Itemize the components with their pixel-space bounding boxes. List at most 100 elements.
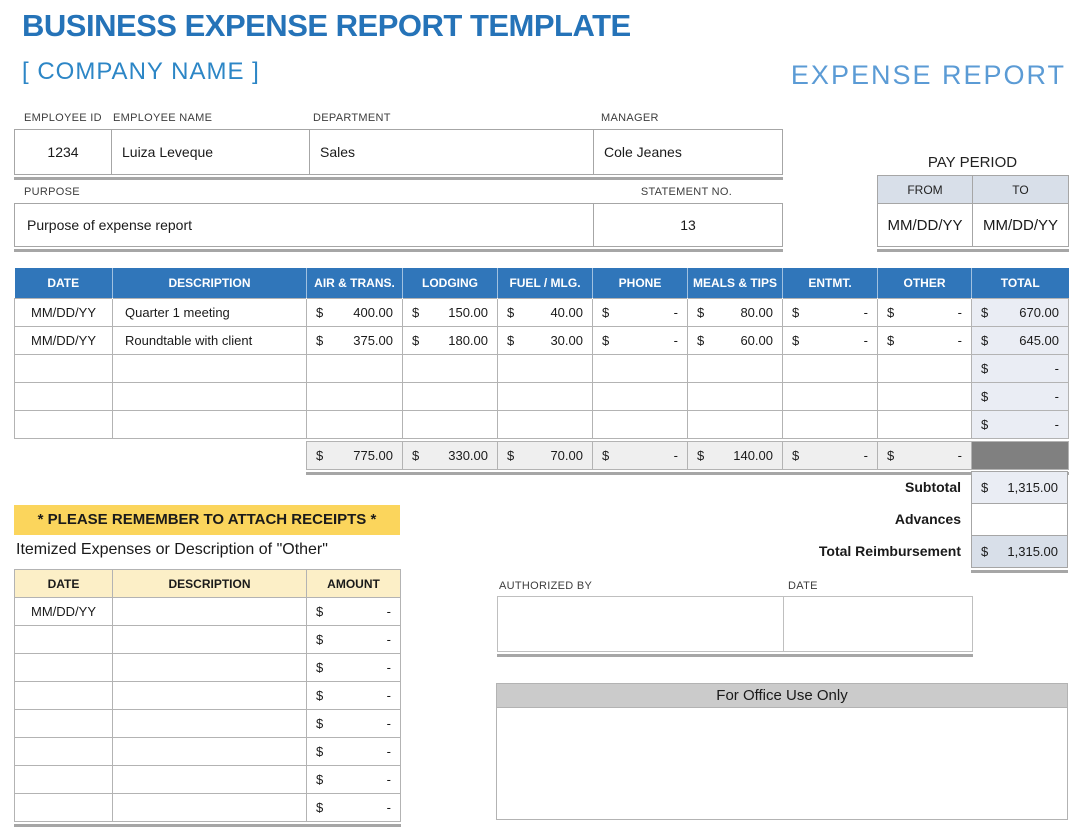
row-total-cell[interactable]: $ - [971,409,1069,439]
meals-cell[interactable] [687,381,783,411]
pay-period-to-field[interactable]: MM/DD/YY [972,203,1069,247]
employee-name-field[interactable]: Luiza Leveque [111,130,309,174]
total-air-trans-cell[interactable]: $775.00 [306,441,403,470]
company-name[interactable]: [ COMPANY NAME ] [22,58,260,85]
phone-cell[interactable] [592,409,688,439]
itemized-amount-cell[interactable]: $ - [306,653,401,682]
other-cell[interactable] [877,353,972,383]
currency-symbol: $ [887,304,895,320]
itemized-date-cell[interactable] [14,709,113,738]
other-cell[interactable] [877,409,972,439]
other-cell[interactable] [877,381,972,411]
row-total-cell[interactable]: $645.00 [971,325,1069,355]
subtotal-cell[interactable]: $1,315.00 [971,471,1068,504]
total-other-cell[interactable]: $ - [877,441,972,470]
itemized-description-cell[interactable] [112,737,307,766]
itemized-amount-cell[interactable]: $ - [306,765,401,794]
itemized-description-cell[interactable] [112,625,307,654]
row-total-cell[interactable]: $ - [971,353,1069,383]
total-lodging-cell[interactable]: $330.00 [402,441,498,470]
itemized-amount-cell[interactable]: $ - [306,681,401,710]
employee-id-field[interactable]: 1234 [47,144,79,160]
row-total-cell[interactable]: $670.00 [971,297,1069,327]
meals-cell[interactable]: $80.00 [687,297,783,327]
description-cell[interactable]: Quarter 1 meeting [112,297,307,327]
phone-cell[interactable] [592,381,688,411]
fuel-cell[interactable]: $40.00 [497,297,593,327]
date-cell[interactable]: MM/DD/YY [14,325,113,355]
itemized-date-cell[interactable] [14,681,113,710]
lodging-cell[interactable] [402,409,498,439]
phone-cell[interactable]: $ - [592,325,688,355]
description-cell[interactable] [112,353,307,383]
air-trans-cell[interactable] [306,381,403,411]
itemized-description-cell[interactable] [112,765,307,794]
itemized-description-cell[interactable] [112,681,307,710]
phone-cell[interactable] [592,353,688,383]
entmt-cell[interactable] [782,353,878,383]
date-cell[interactable] [14,353,113,383]
fuel-cell[interactable] [497,409,593,439]
itemized-amount-cell[interactable]: $ - [306,625,401,654]
meals-cell[interactable]: $60.00 [687,325,783,355]
air-trans-cell[interactable] [306,353,403,383]
lodging-cell[interactable]: $180.00 [402,325,498,355]
office-use-field[interactable] [496,708,1068,820]
lodging-cell[interactable] [402,381,498,411]
authorized-by-field[interactable] [498,597,783,651]
itemized-description-cell[interactable] [112,597,307,626]
itemized-date-cell[interactable] [14,653,113,682]
entmt-cell[interactable]: $ - [782,297,878,327]
authorization-date-field[interactable] [783,597,972,651]
fuel-cell[interactable]: $30.00 [497,325,593,355]
itemized-description-cell[interactable] [112,653,307,682]
itemized-date-cell[interactable] [14,625,113,654]
itemized-date-cell[interactable] [14,737,113,766]
department-field[interactable]: Sales [309,130,593,174]
air-trans-cell[interactable] [306,409,403,439]
date-cell[interactable] [14,409,113,439]
itemized-amount-cell[interactable]: $ - [306,709,401,738]
manager-field[interactable]: Cole Jeanes [593,130,782,174]
entmt-cell[interactable] [782,381,878,411]
lodging-cell[interactable]: $150.00 [402,297,498,327]
other-cell[interactable]: $ - [877,297,972,327]
amount-value: - [957,448,962,463]
advances-cell[interactable] [971,503,1068,536]
pay-period-from-field[interactable]: MM/DD/YY [877,203,973,247]
total-entmt-cell[interactable]: $ - [782,441,878,470]
purpose-field[interactable]: Purpose of expense report [27,217,192,233]
itemized-amount-cell[interactable]: $ - [306,737,401,766]
itemized-description-cell[interactable] [112,709,307,738]
amount-value: 40.00 [550,304,583,320]
total-reimbursement-cell[interactable]: $1,315.00 [971,535,1068,568]
statement-no-field[interactable]: 13 [593,204,782,246]
meals-cell[interactable] [687,409,783,439]
description-cell[interactable] [112,409,307,439]
description-cell[interactable] [112,381,307,411]
phone-cell[interactable]: $ - [592,297,688,327]
other-cell[interactable]: $ - [877,325,972,355]
fuel-cell[interactable] [497,353,593,383]
itemized-amount-cell[interactable]: $ - [306,793,401,822]
lodging-cell[interactable] [402,353,498,383]
itemized-date-cell[interactable] [14,793,113,822]
itemized-amount-cell[interactable]: $ - [306,597,401,626]
amount-value: 1,315.00 [1007,544,1058,559]
itemized-description-cell[interactable] [112,793,307,822]
air-trans-cell[interactable]: $400.00 [306,297,403,327]
itemized-date-cell[interactable] [14,765,113,794]
air-trans-cell[interactable]: $375.00 [306,325,403,355]
date-cell[interactable] [14,381,113,411]
total-meals-cell[interactable]: $140.00 [687,441,783,470]
meals-cell[interactable] [687,353,783,383]
row-total-cell[interactable]: $ - [971,381,1069,411]
description-cell[interactable]: Roundtable with client [112,325,307,355]
entmt-cell[interactable]: $ - [782,325,878,355]
date-cell[interactable]: MM/DD/YY [14,297,113,327]
entmt-cell[interactable] [782,409,878,439]
total-fuel-cell[interactable]: $70.00 [497,441,593,470]
total-phone-cell[interactable]: $ - [592,441,688,470]
itemized-date-cell[interactable]: MM/DD/YY [14,597,113,626]
fuel-cell[interactable] [497,381,593,411]
